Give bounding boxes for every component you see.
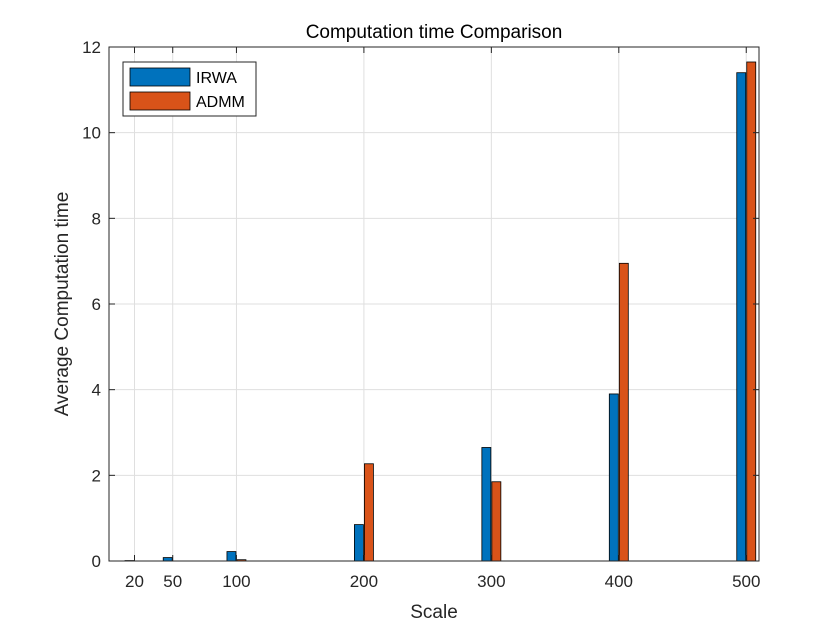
bar-admm-400 xyxy=(618,262,629,562)
x-tick-label: 200 xyxy=(350,572,378,591)
legend-label-admm: ADMM xyxy=(196,94,245,111)
ticks: 20 50 100 200 300 400 500 0 2 4 6 8 10 12 xyxy=(82,38,760,591)
bars xyxy=(124,61,757,562)
x-tick-label: 300 xyxy=(477,572,505,591)
y-tick-label: 12 xyxy=(82,38,101,57)
x-tick-label: 50 xyxy=(163,572,182,591)
legend: IRWA ADMM xyxy=(122,61,257,117)
bar-irwa-300 xyxy=(481,447,492,562)
x-tick-label: 500 xyxy=(732,572,760,591)
chart-title: Computation time Comparison xyxy=(306,22,563,43)
x-tick-label: 100 xyxy=(222,572,250,591)
y-tick-label: 6 xyxy=(92,295,101,314)
y-tick-label: 8 xyxy=(92,209,101,228)
bar-irwa-400 xyxy=(608,393,619,562)
bar-admm-300 xyxy=(491,481,502,562)
y-axis-label: Average Computation time xyxy=(52,192,73,417)
x-tick-label: 20 xyxy=(125,572,144,591)
legend-swatch-irwa xyxy=(129,67,191,87)
bar-irwa-50 xyxy=(162,557,173,562)
bar-admm-500 xyxy=(746,61,757,562)
y-tick-label: 0 xyxy=(92,552,101,571)
bar-irwa-500 xyxy=(736,72,747,562)
y-tick-label: 10 xyxy=(82,124,101,143)
x-tick-label: 400 xyxy=(605,572,633,591)
legend-label-irwa: IRWA xyxy=(196,70,237,87)
legend-swatch-admm xyxy=(129,91,191,111)
bar-irwa-200 xyxy=(354,524,364,562)
bar-admm-200 xyxy=(364,463,374,562)
y-tick-label: 4 xyxy=(92,381,101,400)
bar-irwa-100 xyxy=(226,551,237,562)
y-tick-label: 2 xyxy=(92,466,101,485)
x-axis-label: Scale xyxy=(410,602,458,623)
